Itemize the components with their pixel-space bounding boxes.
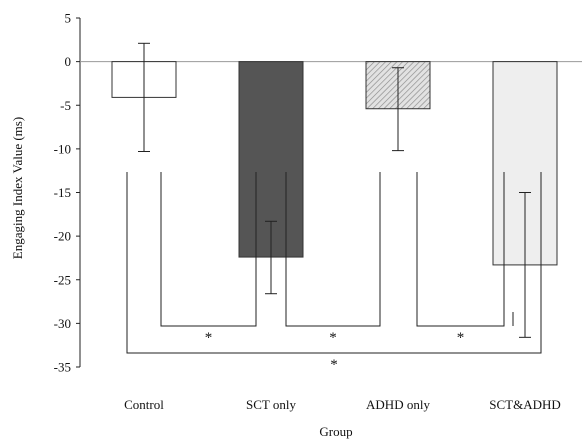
significance-star: * [205,330,213,346]
x-axis-title: Group [319,424,352,439]
y-tick-label: -25 [54,272,71,287]
x-tick-label: Control [124,397,164,412]
x-tick-label: ADHD only [366,397,430,412]
y-tick-label: -5 [60,98,71,113]
bars [111,61,558,266]
significance-bracket [285,172,381,327]
y-tick-label: -30 [54,316,71,331]
error-bars [138,42,531,338]
y-axis-title: Engaging Index Value (ms) [10,117,25,259]
x-tick-label: SCT only [246,397,296,412]
significance-brackets: * * * * [126,172,542,373]
y-tick-label: -35 [54,360,71,375]
x-tick-label: SCT&ADHD [489,397,561,412]
y-tick-label: -15 [54,185,71,200]
significance-star: * [330,357,338,373]
x-tick-labels: Control SCT only ADHD only SCT&ADHD [124,397,561,412]
significance-bracket [160,172,257,327]
significance-star: * [329,330,337,346]
significance-bracket [416,172,505,327]
y-tick-label: -10 [54,141,71,156]
significance-star: * [457,330,465,346]
y-tick-label: -20 [54,229,71,244]
y-tick-label: 0 [65,54,72,69]
y-tick-label: 5 [65,11,72,26]
significance-bracket [126,172,542,354]
